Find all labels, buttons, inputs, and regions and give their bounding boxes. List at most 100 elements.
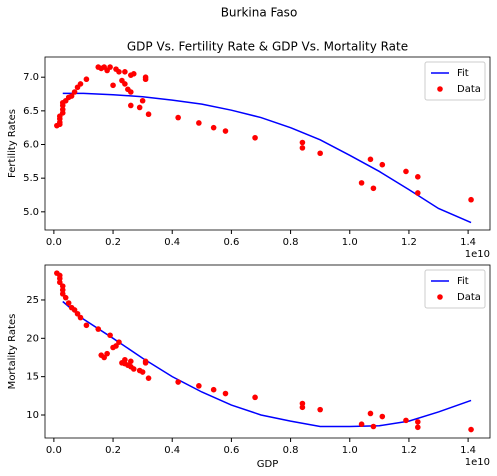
data-point [101,354,107,361]
y-axis-label: Mortality Rates [7,314,18,390]
legend-marker [437,294,443,300]
data-point [68,93,75,99]
data-point [122,356,128,363]
data-point [130,71,137,77]
data-point [71,89,78,95]
x-axis-label: GDP [257,459,278,470]
x-tick-label: 0.4 [164,237,180,248]
suptitle: Burkina Faso [221,6,298,20]
data-point [196,120,202,126]
data-point [358,421,365,427]
axes-title: GDP Vs. Fertility Rate & GDP Vs. Mortali… [127,40,408,54]
data-point [175,379,181,385]
x-tick-label: 0.0 [46,237,62,248]
legend-label: Fit [457,68,469,79]
y-tick-label: 6.0 [23,140,39,151]
data-point [252,134,258,141]
data-point [299,400,306,407]
data-point [139,369,146,375]
data-point [122,69,128,75]
x-tick-label: 0.0 [46,445,62,456]
data-point [415,419,421,425]
fit-line [62,92,472,224]
x-tick-label: 1.4 [460,445,476,456]
x-tick-label: 1.2 [401,237,417,248]
x-tick-label: 0.2 [105,445,121,456]
y-axis-label: Fertility Rates [7,109,18,178]
data-point [210,124,217,131]
data-point [65,300,72,306]
y-tick-label: 6.5 [23,106,39,117]
data-point [370,185,377,192]
x-tick-label: 1.0 [342,237,358,248]
data-point [113,343,119,349]
data-point [116,339,122,345]
axes-frame [44,56,491,231]
data-point [145,111,152,118]
data-point [95,326,102,332]
data-point [83,322,90,329]
data-point [122,81,128,87]
data-point [299,139,306,146]
data-point [175,114,181,121]
data-point [210,386,217,393]
x-tick-label: 1.2 [401,445,417,456]
y-tick-label: 20 [26,333,39,344]
data-point [299,404,306,411]
data-point [116,69,122,75]
data-point [74,310,81,317]
y-tick-label: 5.0 [23,207,39,218]
x-tick-label: 0.8 [283,237,299,248]
data-point [142,76,149,83]
data-point [403,417,409,424]
x-tick-label: 0.2 [105,237,121,248]
data-point [128,89,134,95]
data-point [56,275,63,282]
data-point [107,332,113,339]
data-point [110,82,116,89]
x-tick-label: 1.4 [460,237,476,248]
data-point [128,358,134,365]
data-point [370,423,377,430]
data-point [59,106,66,113]
x-offset-label: 1e10 [465,457,490,468]
legend-marker [437,86,443,92]
data-point [130,366,137,372]
fit-line [62,300,472,428]
data-point [317,406,323,413]
data-point [367,156,374,163]
x-tick-label: 0.6 [223,237,239,248]
data-point [252,394,258,401]
x-tick-label: 0.6 [223,445,239,456]
y-tick-label: 15 [26,372,39,383]
x-tick-label: 0.4 [164,445,180,456]
y-tick-label: 10 [26,410,39,421]
data-point [77,314,84,321]
data-point [379,413,386,420]
data-point [222,128,229,134]
data-point [128,102,134,109]
data-point [196,383,202,389]
data-point [415,424,421,431]
data-point [139,97,146,104]
data-point [104,350,110,357]
data-point [222,390,229,397]
y-tick-label: 25 [26,295,39,306]
legend-label: Data [457,84,481,95]
data-point [62,294,69,301]
data-point [107,64,113,70]
x-tick-label: 1.0 [342,445,358,456]
x-offset-label: 1e10 [465,249,490,260]
data-point [77,81,84,87]
data-point [56,279,63,286]
legend-label: Data [457,292,481,303]
data-point [83,76,90,83]
data-point [468,196,474,203]
legend-label: Fit [457,276,469,287]
data-point [403,168,409,175]
axes-frame [44,264,491,439]
x-tick-label: 0.8 [283,445,299,456]
data-point [379,161,386,168]
data-point [468,426,474,433]
